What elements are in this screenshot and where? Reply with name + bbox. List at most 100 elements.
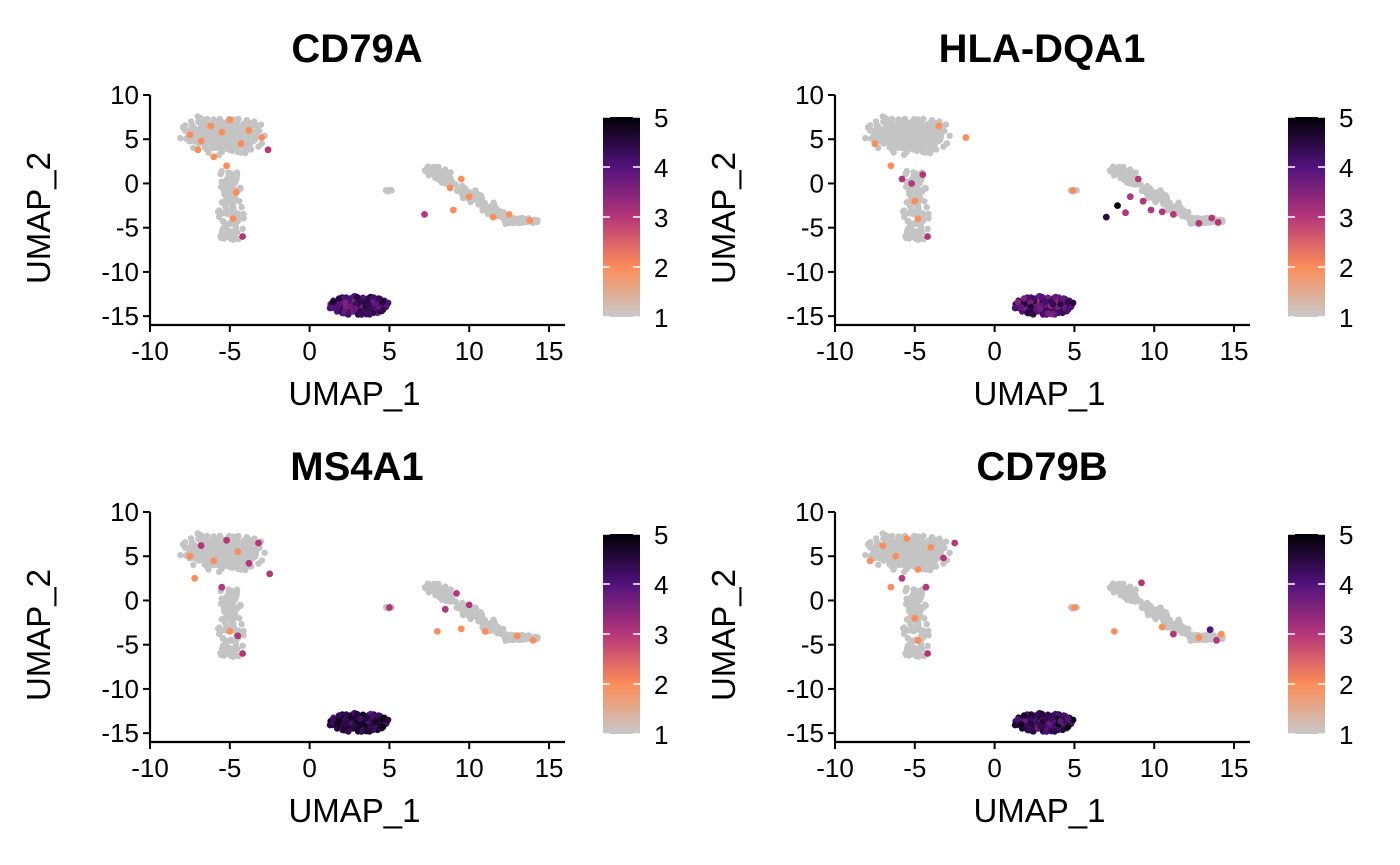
y-tick-label: 5 bbox=[810, 124, 824, 154]
y-tick-label: -10 bbox=[101, 674, 139, 704]
cell-point bbox=[329, 299, 337, 306]
cell-point bbox=[215, 568, 223, 576]
expressing-cell-point bbox=[892, 552, 900, 560]
cell-point bbox=[243, 534, 251, 541]
cell-point bbox=[228, 600, 236, 608]
cell-point bbox=[922, 601, 929, 608]
cell-point bbox=[238, 621, 245, 628]
expressing-cell-point bbox=[529, 636, 537, 644]
cell-point bbox=[920, 542, 928, 549]
y-tick-label: 0 bbox=[810, 585, 824, 615]
cell-point bbox=[233, 537, 240, 544]
expressing-cell-point bbox=[526, 217, 534, 225]
cell-point bbox=[235, 542, 243, 549]
expressing-cell-point bbox=[1071, 604, 1078, 611]
cell-point bbox=[229, 129, 236, 136]
cell-point bbox=[229, 546, 236, 553]
y-axis-label: UMAP_2 bbox=[20, 569, 57, 701]
cell-point bbox=[449, 597, 456, 604]
cell-point bbox=[239, 225, 246, 232]
cell-point bbox=[1020, 712, 1028, 719]
cell-point bbox=[458, 606, 465, 613]
cell-point bbox=[909, 648, 916, 656]
cell-point bbox=[917, 235, 924, 242]
expressing-cell-point bbox=[210, 153, 218, 161]
expressing-cell-point bbox=[1102, 213, 1110, 221]
expressing-cell-point bbox=[245, 559, 253, 567]
cell-point bbox=[1124, 585, 1132, 592]
expressing-cell-point bbox=[1217, 630, 1225, 638]
expressing-cell-point bbox=[441, 605, 449, 613]
cell-point bbox=[185, 544, 192, 552]
cell-point bbox=[1027, 720, 1035, 728]
expressing-cell-point bbox=[386, 604, 393, 611]
cell-point bbox=[1150, 194, 1157, 201]
x-tick-label: 10 bbox=[1140, 336, 1169, 366]
cell-point bbox=[1150, 611, 1157, 618]
cell-points bbox=[177, 530, 541, 735]
cell-point bbox=[228, 202, 236, 209]
cell-point bbox=[203, 534, 210, 541]
x-tick-label: -5 bbox=[903, 336, 926, 366]
y-tick-label: 10 bbox=[795, 497, 824, 527]
cell-point bbox=[1115, 580, 1123, 588]
expressing-cell-point bbox=[489, 213, 497, 221]
expressing-cell-point bbox=[513, 632, 521, 640]
cell-point bbox=[903, 167, 910, 175]
y-tick-label: -10 bbox=[786, 257, 824, 287]
cell-point bbox=[215, 213, 223, 221]
cell-point bbox=[929, 554, 936, 561]
expressing-cell-point bbox=[264, 146, 272, 154]
cell-point bbox=[903, 584, 910, 592]
cell-point bbox=[219, 122, 226, 129]
cell-point bbox=[946, 132, 953, 139]
cell-point bbox=[1014, 299, 1022, 306]
cell-point bbox=[335, 295, 343, 302]
cell-point bbox=[492, 625, 499, 632]
cell-point bbox=[924, 225, 931, 232]
cell-point bbox=[1132, 169, 1139, 176]
expressing-cell-point bbox=[226, 628, 234, 635]
expressing-cell-point bbox=[1158, 623, 1166, 631]
expressing-cell-point bbox=[218, 583, 226, 591]
colorbar-tick-label: 4 bbox=[654, 153, 668, 183]
colorbar-tick-label: 2 bbox=[654, 253, 668, 283]
cell-point bbox=[1060, 712, 1067, 719]
cell-point bbox=[430, 580, 438, 588]
expressing-cell-point bbox=[962, 134, 970, 141]
cell-point bbox=[442, 593, 449, 600]
y-tick-label: 0 bbox=[125, 168, 139, 198]
expressing-cell-point bbox=[914, 215, 922, 223]
cell-point bbox=[233, 170, 241, 178]
y-tick-label: 10 bbox=[110, 80, 139, 110]
cell-point bbox=[1065, 306, 1072, 313]
cell-point bbox=[257, 121, 265, 128]
cell-point bbox=[925, 210, 932, 218]
cell-point bbox=[363, 715, 370, 722]
cell-point bbox=[1048, 311, 1055, 318]
cell-point bbox=[204, 144, 212, 151]
cell-point bbox=[1157, 192, 1164, 199]
cell-point bbox=[1186, 216, 1194, 223]
colorbar-tick-label: 1 bbox=[1339, 303, 1353, 333]
cell-point bbox=[1027, 303, 1035, 311]
y-tick-label: 0 bbox=[125, 585, 139, 615]
cell-point bbox=[375, 712, 382, 719]
cell-point bbox=[232, 235, 239, 242]
cell-point bbox=[501, 216, 508, 223]
expressing-cell-point bbox=[866, 557, 874, 565]
y-axis-label: UMAP_2 bbox=[20, 152, 57, 284]
cell-point bbox=[877, 555, 885, 562]
x-tick-label: 15 bbox=[535, 336, 564, 366]
cell-point bbox=[901, 128, 908, 135]
cell-point bbox=[215, 561, 222, 569]
cell-point bbox=[333, 304, 340, 311]
x-tick-label: 5 bbox=[1067, 753, 1081, 783]
cell-point bbox=[1036, 305, 1044, 312]
cell-point bbox=[1070, 299, 1077, 306]
cell-point bbox=[240, 627, 247, 635]
x-tick-label: 15 bbox=[535, 753, 564, 783]
colorbar-tick-label: 5 bbox=[654, 520, 668, 550]
cell-point bbox=[1144, 194, 1152, 202]
expressing-cell-point bbox=[898, 175, 906, 183]
